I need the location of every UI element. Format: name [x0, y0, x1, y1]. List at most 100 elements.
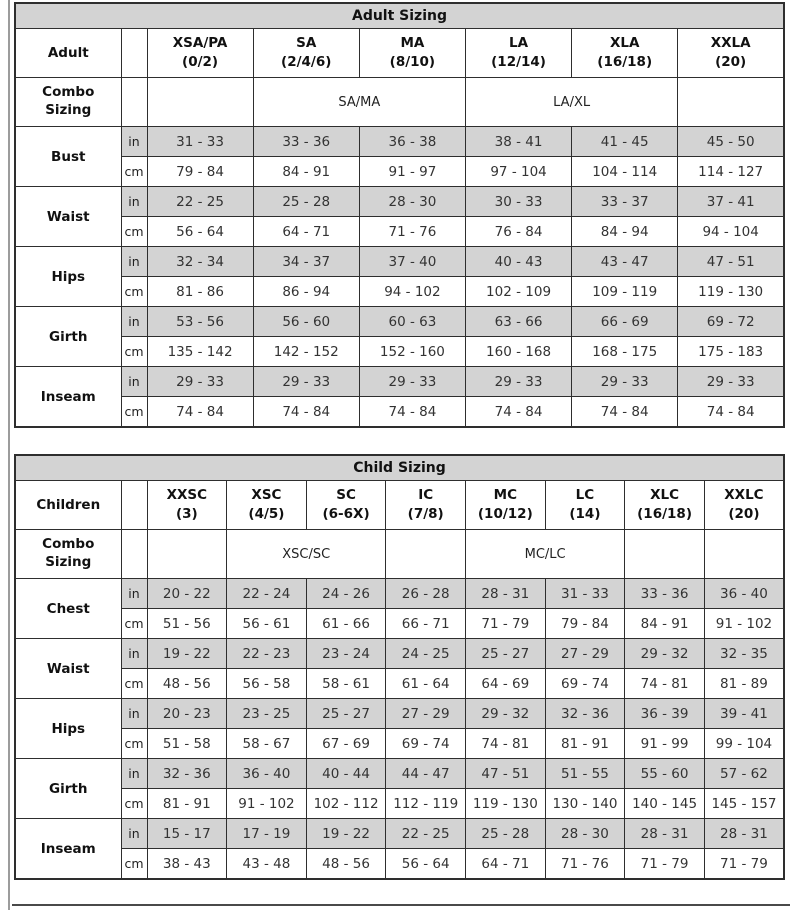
range-cell: 36 - 40	[226, 758, 307, 789]
range-cell: 28 - 31	[703, 818, 785, 849]
measurement-row: Girth in 32 - 36 36 - 40 40 - 44 44 - 47 47 - …	[14, 758, 785, 819]
size-name: MA	[400, 35, 425, 52]
range-cell: 33 - 36	[252, 126, 360, 157]
range-cell: 60 - 63	[358, 306, 466, 337]
range-cell: 25 - 28	[252, 186, 360, 217]
unit-cell-in: in	[120, 638, 148, 669]
range-cell: 23 - 25	[226, 698, 307, 729]
range-cell: 47 - 51	[677, 246, 785, 277]
size-name: MC	[493, 487, 517, 504]
range-cell: 20 - 22	[146, 578, 228, 609]
range-cell: 69 - 72	[677, 306, 785, 337]
range-cell: 64 - 69	[465, 668, 546, 699]
unit-cell-in: in	[120, 818, 148, 849]
range-cell: 99 - 104	[703, 728, 785, 759]
range-cell: 29 - 32	[624, 638, 705, 669]
unit-cell-in: in	[120, 758, 148, 789]
size-column-header: MA (8/10)	[358, 28, 466, 78]
range-cell: 43 - 48	[226, 848, 307, 880]
range-cell: 66 - 71	[385, 608, 466, 639]
range-cell: 48 - 56	[305, 848, 387, 880]
size-header-row: Adult XSA/PA (0/2) SA (2/4/6) MA (8/10) LA (12/1…	[14, 28, 785, 78]
measurement-row: Inseam in 15 - 17 17 - 19 19 - 22 22 - 25 25 -…	[14, 818, 785, 880]
range-cell: 17 - 19	[226, 818, 307, 849]
range-cell: 74 - 84	[571, 396, 679, 428]
range-cell: 24 - 25	[385, 638, 466, 669]
measurement-row: Girth in 53 - 56 56 - 60 60 - 63 63 - 66 66 - …	[14, 306, 785, 367]
range-cell: 63 - 66	[464, 306, 573, 337]
range-cell: 19 - 22	[305, 818, 387, 849]
range-cell: 45 - 50	[677, 126, 785, 157]
range-cell: 58 - 67	[226, 728, 307, 759]
range-cell: 32 - 36	[146, 758, 228, 789]
size-detail: (14)	[569, 506, 601, 522]
range-cell: 64 - 71	[465, 848, 546, 880]
range-cell: 119 - 130	[465, 788, 546, 819]
measurement-row: cm 48 - 56 56 - 58 58 - 61 61 - 64 64 - 69 69 …	[15, 668, 785, 699]
combo-group-cell	[703, 529, 785, 579]
range-cell: 22 - 23	[226, 638, 307, 669]
range-cell: 32 - 34	[146, 246, 254, 277]
range-cell: 20 - 23	[146, 698, 228, 729]
size-name: LA	[509, 35, 529, 52]
unit-cell-cm: cm	[120, 668, 148, 699]
size-name: XSC	[251, 487, 282, 504]
unit-cell-in: in	[120, 306, 148, 337]
size-detail: (7/8)	[407, 506, 444, 522]
range-cell: 74 - 84	[677, 396, 785, 428]
size-detail: (0/2)	[182, 54, 219, 70]
range-cell: 160 - 168	[464, 336, 573, 367]
size-name: XSA/PA	[172, 35, 228, 52]
range-cell: 28 - 30	[544, 818, 626, 849]
size-name: XLA	[609, 35, 640, 52]
range-cell: 114 - 127	[677, 156, 785, 187]
range-cell: 29 - 33	[464, 366, 573, 397]
page-left-border	[8, 0, 10, 910]
combo-group-cell	[146, 529, 228, 579]
range-cell: 22 - 24	[226, 578, 307, 609]
size-column-header: SA (2/4/6)	[252, 28, 360, 78]
measurement-row: cm 79 - 84 84 - 91 91 - 97 97 - 104 104 - 114…	[15, 156, 785, 187]
combo-group-cell: XSC/SC	[226, 529, 387, 579]
range-cell: 69 - 74	[544, 668, 626, 699]
size-detail: (16/18)	[637, 506, 692, 522]
unit-cell-cm: cm	[120, 396, 148, 428]
unit-cell-in: in	[120, 246, 148, 277]
unit-cell-cm: cm	[120, 788, 148, 819]
combo-sizing-label: Combo Sizing	[14, 529, 122, 579]
measurement-label: Girth	[14, 306, 122, 367]
range-cell: 22 - 25	[146, 186, 254, 217]
unit-cell-in: in	[120, 698, 148, 729]
range-cell: 74 - 84	[252, 396, 360, 428]
size-column-header: LA (12/14)	[464, 28, 573, 78]
range-cell: 58 - 61	[305, 668, 387, 699]
size-column-header: LC (14)	[544, 480, 626, 530]
unit-cell-cm: cm	[120, 728, 148, 759]
row-header-cell: Children	[14, 480, 122, 530]
unit-cell-cm: cm	[120, 336, 148, 367]
measurement-row: Bust in 31 - 33 33 - 36 36 - 38 38 - 41 41 - 4…	[14, 126, 785, 187]
range-cell: 84 - 91	[252, 156, 360, 187]
range-cell: 86 - 94	[252, 276, 360, 307]
child-sizing-table: Child Sizing Children XXSC (3) XSC (4/5) SC (6-…	[14, 454, 785, 880]
range-cell: 38 - 41	[464, 126, 573, 157]
range-cell: 84 - 91	[624, 608, 705, 639]
unit-column-spacer	[120, 77, 148, 127]
size-name: XXLA	[710, 35, 751, 52]
combo-group-cell	[385, 529, 466, 579]
size-name: IC	[418, 487, 434, 504]
range-cell: 27 - 29	[385, 698, 466, 729]
range-cell: 145 - 157	[703, 788, 785, 819]
size-detail: (16/18)	[597, 54, 653, 70]
measurement-row: Hips in 32 - 34 34 - 37 37 - 40 40 - 43 43 - 4…	[14, 246, 785, 307]
range-cell: 67 - 69	[305, 728, 387, 759]
range-cell: 26 - 28	[385, 578, 466, 609]
measurement-row: cm 51 - 56 56 - 61 61 - 66 66 - 71 71 - 79 79 …	[15, 608, 785, 639]
range-cell: 71 - 79	[703, 848, 785, 880]
measurement-label: Chest	[14, 578, 122, 639]
range-cell: 135 - 142	[146, 336, 254, 367]
table-title: Adult Sizing	[14, 2, 785, 29]
size-name: SA	[296, 35, 317, 52]
range-cell: 33 - 37	[571, 186, 679, 217]
